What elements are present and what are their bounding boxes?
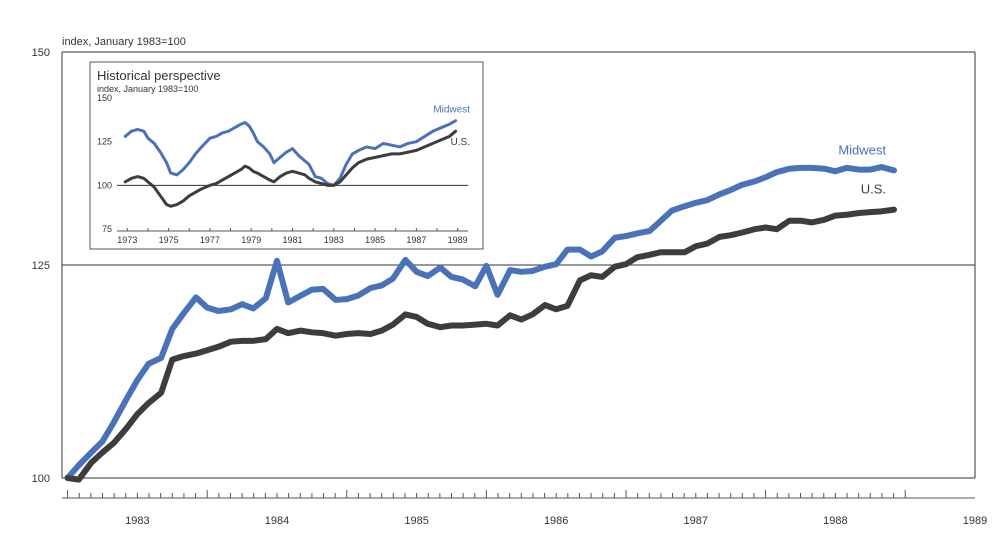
inset-y-tick-labels: 75 100 125 150 [97,93,112,234]
inset-series-line-u-s [123,129,458,208]
y-tick-label-100: 100 [32,473,50,485]
x-tick-label-1989: 1989 [963,515,987,527]
inset-chart: Historical perspective index, January 19… [89,61,484,250]
main-series-lines [64,164,898,483]
series-label-u-s: U.S. [861,182,886,197]
y-tick-label-125: 125 [32,260,50,272]
series-label-midwest: Midwest [838,142,886,157]
x-tick-label-1983: 1983 [125,515,149,527]
main-series-labels: Midwest U.S. [838,142,886,196]
inset-x-tick-labels: 1973 1975 1977 1979 1981 1983 1985 1987 1989 [117,228,468,245]
y-tick-label-150: 150 [32,47,50,59]
series-line-u-s [64,206,898,483]
inset-y-tick-label-150: 150 [97,93,112,103]
main-y-axis-label: index, January 1983=100 [62,36,186,48]
inset-series-labels: Midwest U.S. [433,105,470,148]
main-gridlines [62,51,975,479]
inset-x-tick-label-1973: 1973 [117,235,137,245]
x-tick-label-1984: 1984 [265,515,289,527]
inset-x-tick-label-1989: 1989 [448,235,468,245]
x-tick-label-1985: 1985 [404,515,428,527]
inset-series-lines [123,119,458,208]
inset-y-tick-label-100: 100 [97,180,112,190]
inset-title: Historical perspective [97,68,221,83]
inset-y-axis-label: index, January 1983=100 [97,84,198,94]
inset-x-tick-label-1983: 1983 [324,235,344,245]
inset-x-tick-label-1975: 1975 [159,235,179,245]
inset-x-tick-label-1979: 1979 [241,235,261,245]
x-tick-label-1986: 1986 [544,515,568,527]
series-line-midwest [64,164,898,481]
main-y-tick-labels: 100 125 150 [32,47,50,485]
inset-y-tick-label-125: 125 [97,137,112,147]
inset-series-label-u-s: U.S. [451,137,470,148]
inset-series-line-midwest [123,119,458,187]
inset-y-tick-label-75: 75 [102,224,112,234]
inset-series-label-midwest: Midwest [433,105,470,116]
inset-x-tick-label-1985: 1985 [365,235,385,245]
main-axes [61,52,976,499]
inset-x-tick-label-1977: 1977 [200,235,220,245]
x-tick-label-1988: 1988 [823,515,847,527]
main-x-tick-labels: 1983 1984 1985 1986 1987 1988 1989 [125,515,987,527]
inset-x-tick-label-1981: 1981 [282,235,302,245]
x-tick-label-1987: 1987 [684,515,708,527]
inset-frame [89,61,484,250]
inset-x-tick-label-1987: 1987 [406,235,426,245]
